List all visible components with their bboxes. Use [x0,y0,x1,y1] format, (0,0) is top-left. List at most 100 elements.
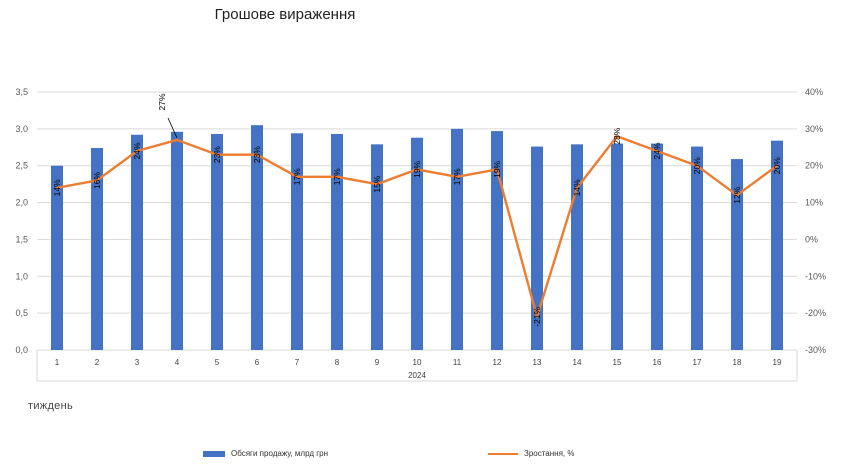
data-label: 23% [212,146,222,163]
data-label: 15% [372,175,382,192]
x-tick-label: 4 [175,358,180,367]
line-point [535,315,539,319]
x-tick-label: 12 [493,358,502,367]
x-tick-label: 13 [533,358,542,367]
x-tick-label: 9 [375,358,380,367]
legend-swatch-line [488,452,518,455]
line-point [695,164,699,167]
line-point [175,138,179,142]
bar [291,133,303,350]
y-left-tick-label: 2,0 [15,198,28,208]
y-left-tick-label: 3,0 [15,124,28,134]
line-point [215,153,219,156]
data-label: 12% [732,186,742,203]
y-left-tick-label: 3,5 [15,87,28,97]
y-right-tick-label: 40% [805,87,823,97]
data-labels: 14% 16% 24% 27% 23% 23% 17% 17% 15% 19% 17% 19% -21%… [52,93,782,327]
data-label: 20% [772,157,782,174]
bar [171,131,183,350]
line-point [615,135,619,138]
x-tick-label: 17 [693,358,702,367]
bar [331,134,343,350]
x-tick-label: 6 [255,358,260,367]
legend-label-sales: Обсяги продажу, млрд грн [231,449,329,458]
data-label: 19% [492,160,502,177]
bar [731,159,743,350]
x-tick-label: 11 [453,358,462,367]
data-label: 16% [92,172,102,189]
data-label: -21% [532,306,542,326]
x-tick-label: 19 [773,358,782,367]
bar [371,144,383,350]
bar [51,165,63,350]
bar [251,125,263,351]
x-tick-label: 1 [55,358,60,367]
line-series [55,135,779,319]
data-label: 23% [252,146,262,163]
data-label: 24% [652,142,662,159]
data-label: 28% [612,127,622,144]
x-tick-label: 7 [295,358,300,367]
line-point [575,186,579,190]
y-right-tick-label: -20% [805,308,826,318]
legend-label-growth: Зростання, % [524,449,575,458]
line-point [495,168,499,171]
x-tick-label: 2 [95,358,100,367]
data-label: 24% [132,142,142,159]
x-tick-label: 16 [653,358,662,367]
bar [531,146,543,350]
y-right-tick-label: 0% [805,234,818,244]
line-point [735,194,739,197]
y-left-tick-label: 0,0 [15,345,28,355]
legend-swatch-bar [203,450,225,457]
line-point [295,175,299,178]
bar [211,134,223,350]
y-right-tick-label: 10% [805,198,823,208]
bar-series [51,125,783,351]
line-point [135,149,139,153]
y-left-tick-label: 0,5 [15,308,28,318]
x-tick-label: 8 [335,358,340,367]
x-tick-label: 5 [215,358,220,367]
data-label: 27% [157,93,167,110]
data-label: 17% [332,168,342,185]
x-group-label: 2024 [408,371,426,380]
y-right-tick-label: 20% [805,161,823,171]
bar [451,128,463,350]
bar [491,131,503,350]
line-point [775,164,779,167]
bar [131,134,143,350]
bar [411,137,423,350]
label-leader-line [167,117,178,139]
bar [571,144,583,350]
x-tick-label: 10 [413,358,422,367]
y-left-tick-label: 1,5 [15,234,28,244]
line-point [375,182,379,186]
legend-item-sales: Обсяги продажу, млрд грн [203,449,328,458]
line-point [255,153,259,156]
x-tick-label: 15 [613,358,622,367]
y-right-tick-label: -30% [805,345,826,355]
x-tick-label: 18 [733,358,742,367]
line-point [335,175,339,178]
axes: 0,0 0,5 1,0 1,5 2,0 2,5 3,0 3,5 -30% -20% -10% 0% 10… [15,87,826,382]
data-label: 19% [412,160,422,177]
bar [91,148,103,350]
line-point [55,186,59,190]
y-left-tick-label: 2,5 [15,161,28,171]
data-label: 14% [572,179,582,196]
bar [611,143,623,350]
line-point [415,168,419,171]
y-right-tick-label: 30% [805,124,823,134]
y-right-tick-label: -10% [805,271,826,281]
bar [691,146,703,350]
legend-item-growth: Зростання, % [488,449,574,458]
data-label: 17% [292,168,302,185]
data-label: 17% [452,168,462,185]
line-point [455,175,459,178]
x-tick-label: 3 [135,358,140,367]
x-axis-title: тиждень [28,400,73,412]
line-point [95,179,99,182]
data-label: 14% [52,179,62,196]
